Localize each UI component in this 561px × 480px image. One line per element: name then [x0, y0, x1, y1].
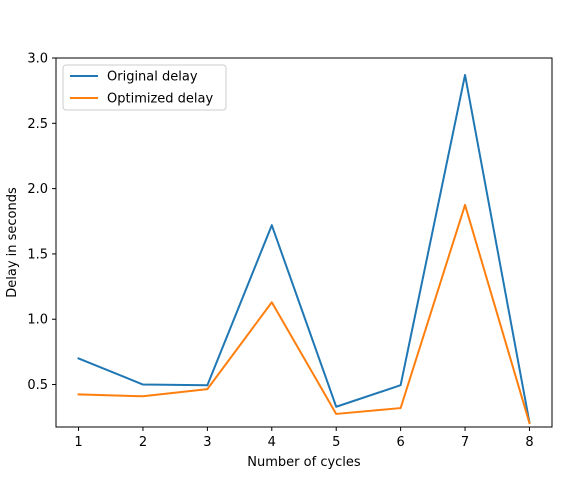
- x-tick-label: 6: [396, 435, 404, 450]
- x-axis-label: Number of cycles: [247, 455, 361, 470]
- legend: Original delay Optimized delay: [62, 64, 227, 111]
- x-tick-label: 7: [461, 435, 469, 450]
- axes-frame: [55, 57, 553, 428]
- y-axis-ticks: 0.5 1.0 1.5 2.0 2.5 3.0: [27, 52, 56, 393]
- y-tick-label: 0.5: [27, 378, 48, 393]
- y-tick-label: 3.0: [27, 52, 48, 67]
- y-tick-label: 2.5: [27, 117, 48, 132]
- x-tick-label: 2: [139, 435, 147, 450]
- y-tick-label: 1.5: [27, 247, 48, 262]
- legend-label-original: Original delay: [107, 70, 198, 85]
- series-line-optimized-delay: [77, 203, 531, 425]
- x-tick-label: 5: [332, 435, 340, 450]
- legend-label-optimized: Optimized delay: [107, 92, 214, 107]
- series-line-original-delay: [77, 73, 531, 424]
- x-tick-label: 8: [525, 435, 533, 450]
- legend-box: [62, 64, 227, 111]
- x-tick-label: 3: [203, 435, 211, 450]
- y-axis-label: Delay in seconds: [5, 187, 20, 298]
- plot-area: [77, 73, 531, 425]
- y-tick-label: 1.0: [27, 313, 48, 328]
- y-tick-label: 2.0: [27, 182, 48, 197]
- x-tick-label: 4: [268, 435, 276, 450]
- x-tick-label: 1: [74, 435, 82, 450]
- x-axis-ticks: 1 2 3 4 5 6 7 8: [74, 427, 534, 450]
